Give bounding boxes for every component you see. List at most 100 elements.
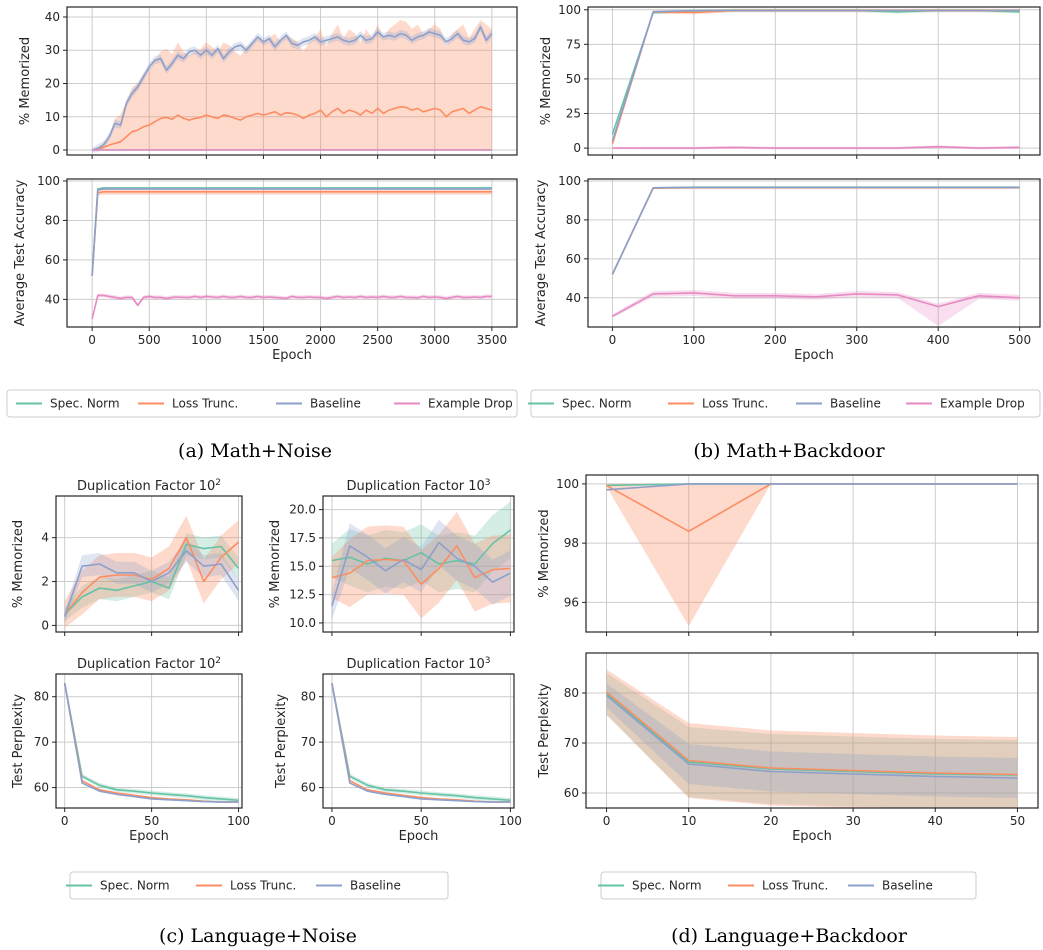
legend: Spec. Norm Loss Trunc. Baseline Example Dro…	[528, 389, 1041, 418]
x-tick-label: 500	[1008, 333, 1031, 347]
confidence-band	[92, 22, 492, 153]
y-tick-label: 4	[41, 531, 49, 545]
series-line-spec-norm	[605, 693, 1018, 776]
series-line-baseline	[605, 694, 1018, 779]
x-axis-label: Epoch	[272, 348, 312, 363]
x-tick-label: 0	[609, 333, 617, 347]
x-tick-label: 100	[499, 814, 522, 828]
plot-frame	[585, 652, 1039, 809]
series-line-loss-trunc	[91, 191, 492, 276]
x-tick-label: 50	[414, 814, 429, 828]
y-tick-label: 60	[34, 781, 49, 795]
chart-panel-c_ppl_2: 0 50 100 60 70 80 Test Perplexity Epoch Duplicat…	[274, 656, 522, 844]
series-line-example-drop	[612, 292, 1020, 318]
x-tick-label: 2500	[362, 333, 393, 347]
y-axis-label: Test Perplexity	[274, 694, 289, 789]
y-tick-label: 25	[566, 107, 581, 121]
y-tick-label: 0	[573, 141, 581, 155]
x-tick-label: 0	[603, 814, 611, 828]
plot-frame	[66, 178, 518, 328]
confidence-band	[331, 511, 511, 619]
series-line-example-drop	[612, 145, 1020, 149]
x-tick-label: 3000	[419, 333, 450, 347]
y-tick-label: 96	[564, 595, 579, 609]
confidence-band	[612, 290, 1020, 327]
y-axis-label: Test Perplexity	[11, 694, 26, 789]
legend-label: Loss Trunc.	[230, 879, 296, 893]
chart-panel-d_ppl: 0 10 20 30 40 50 60 70 80 Test Perplexity Epoch	[537, 652, 1039, 844]
y-tick-label: 0	[52, 143, 60, 157]
x-tick-label: 0	[88, 333, 96, 347]
legend-label: Example Drop	[940, 397, 1025, 411]
panel-title: Duplication Factor 103	[346, 478, 490, 494]
x-tick-label: 30	[845, 814, 860, 828]
panel-title: Duplication Factor 102	[77, 478, 221, 494]
x-tick-label: 1000	[191, 333, 222, 347]
confidence-band	[331, 501, 511, 593]
series-line-loss-trunc	[605, 691, 1018, 776]
legend-label: Spec. Norm	[632, 879, 702, 893]
y-tick-label: 80	[301, 690, 316, 704]
plot-frame	[66, 6, 518, 156]
confidence-band	[606, 673, 1018, 808]
series-line-baseline	[331, 541, 511, 607]
y-tick-label: 70	[34, 735, 49, 749]
y-tick-label: 10.0	[289, 616, 316, 630]
x-tick-label: 10	[681, 814, 696, 828]
y-axis-label: Test Perplexity	[537, 683, 552, 778]
legend-label: Spec. Norm	[50, 397, 120, 411]
y-tick-label: 2	[41, 575, 49, 589]
series-line-spec-norm	[63, 682, 239, 802]
confidence-band	[92, 188, 492, 278]
y-tick-label: 30	[45, 43, 60, 57]
y-tick-label: 70	[301, 735, 316, 749]
y-tick-label: 80	[45, 213, 60, 227]
panel-title: Duplication Factor 102	[77, 656, 221, 672]
series-line-spec-norm	[331, 529, 511, 565]
chart-panel-b_mem: 0 25 50 75 100 % Memorized	[539, 3, 1041, 159]
series-line-loss-trunc	[64, 536, 240, 615]
legend-label: Spec. Norm	[100, 879, 170, 893]
plot-frame	[585, 474, 1039, 633]
x-tick-label: 100	[227, 814, 250, 828]
confidence-band	[64, 515, 239, 628]
chart-panel-c_mem_2: 10.0 12.5 15.0 17.5 20.0 % Memorized Duplicati…	[268, 478, 515, 636]
subfigure-caption: (b) Math+Backdoor	[693, 440, 885, 462]
x-tick-label: 20	[763, 814, 778, 828]
panel-title: Duplication Factor 103	[346, 656, 490, 672]
confidence-band	[606, 683, 1018, 798]
x-tick-label: 0	[61, 814, 69, 828]
legend-label: Spec. Norm	[562, 397, 632, 411]
y-tick-label: 10	[45, 110, 60, 124]
y-tick-label: 15.0	[289, 559, 316, 573]
legend-label: Example Drop	[428, 397, 513, 411]
chart-panel-c_ppl_1: 0 50 100 60 70 80 Test Perplexity Epoch Duplicat…	[11, 656, 250, 844]
plot-frame	[587, 178, 1041, 328]
y-axis-label: % Memorized	[18, 37, 33, 125]
legend-label: Loss Trunc.	[762, 879, 828, 893]
series-line-example-drop	[91, 294, 492, 320]
legend-label: Loss Trunc.	[702, 397, 768, 411]
y-tick-label: 60	[566, 252, 581, 266]
x-axis-label: Epoch	[794, 348, 834, 363]
y-tick-label: 100	[556, 477, 579, 491]
legend-box	[6, 389, 518, 418]
legend: Spec. Norm Loss Trunc. Baseline	[598, 871, 977, 900]
x-axis-label: Epoch	[129, 829, 169, 844]
x-tick-label: 2000	[305, 333, 336, 347]
y-tick-label: 75	[566, 37, 581, 51]
series-line-loss-trunc	[91, 106, 493, 151]
series-line-baseline	[63, 682, 239, 803]
confidence-band	[612, 8, 1020, 136]
y-tick-label: 60	[564, 786, 579, 800]
y-tick-label: 80	[564, 686, 579, 700]
x-tick-label: 300	[845, 333, 868, 347]
series-line-baseline	[611, 186, 1020, 275]
x-tick-label: 40	[928, 814, 943, 828]
y-tick-label: 100	[37, 174, 60, 188]
y-tick-label: 100	[558, 3, 581, 17]
y-axis-label: % Memorized	[11, 520, 26, 608]
y-tick-label: 100	[558, 174, 581, 188]
legend-label: Baseline	[882, 879, 933, 893]
x-axis-label: Epoch	[399, 829, 439, 844]
